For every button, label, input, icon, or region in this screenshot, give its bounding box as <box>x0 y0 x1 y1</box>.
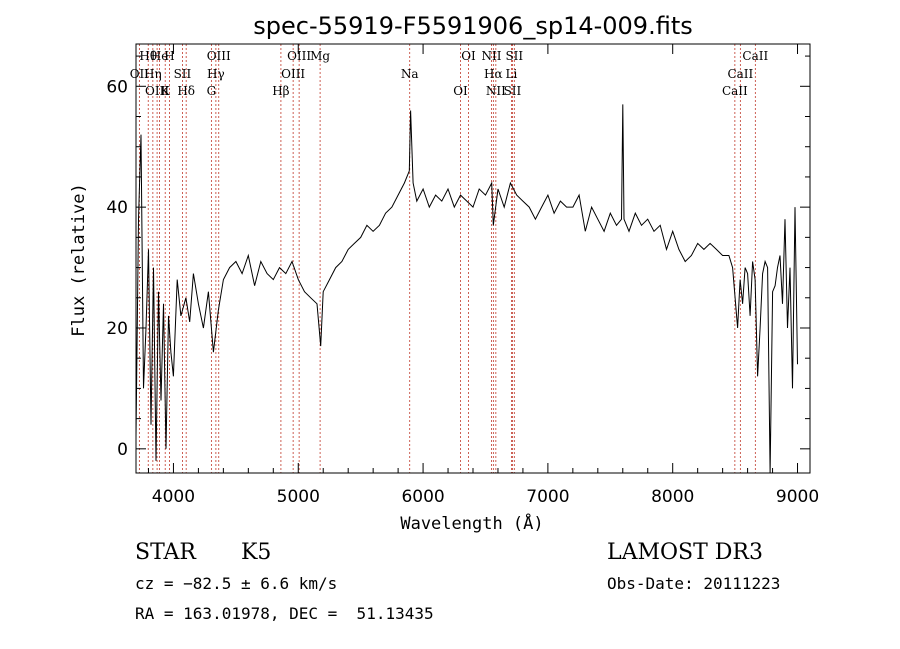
x-tick-label: 5000 <box>277 487 320 507</box>
reference-line-label: OII <box>130 67 150 81</box>
reference-line-label: OIII <box>287 49 311 63</box>
reference-line-label: Hγ <box>207 67 225 81</box>
x-axis-label: Wavelength (Å) <box>400 512 543 534</box>
reference-line-label: CaII <box>727 67 753 81</box>
reference-labels: HθOIIOIIIHeHηKHSIIHδOIIIHγGOIIIOIIIHβMgN… <box>130 49 769 98</box>
x-axis-ticks: 4000 5000 6000 7000 8000 9000 <box>147 44 819 507</box>
observation-date: Obs-Date: 20111223 <box>607 574 781 593</box>
redshift-velocity: cz = −82.5 ± 6.6 km/s <box>135 574 338 593</box>
reference-line-label: NII <box>481 49 501 63</box>
reference-line-label: K <box>161 84 171 98</box>
reference-line-label: Hβ <box>272 84 289 98</box>
reference-line-label: He <box>151 49 169 63</box>
x-tick-label: 6000 <box>401 487 444 507</box>
y-tick-label: 40 <box>106 198 128 218</box>
reference-line-label: NII <box>486 84 506 98</box>
reference-line-label: SII <box>174 67 192 81</box>
reference-line-label: CaII <box>722 84 748 98</box>
flux-series-line <box>135 104 798 474</box>
reference-line-label: CaII <box>742 49 768 63</box>
y-axis-ticks: 0 20 40 60 <box>106 55 810 460</box>
y-tick-label: 60 <box>106 77 128 97</box>
reference-lines <box>138 44 756 473</box>
survey-name: LAMOST DR3 <box>607 540 763 565</box>
reference-line-label: Hδ <box>177 84 195 98</box>
object-type: STAR <box>135 540 196 565</box>
reference-line-label: SII <box>504 84 522 98</box>
x-tick-label: 7000 <box>526 487 569 507</box>
reference-line-label: Mg <box>310 49 330 63</box>
plot-frame <box>135 43 811 474</box>
y-axis-label: Flux (relative) <box>69 183 89 337</box>
reference-line-label: Hα <box>484 67 503 81</box>
reference-line-label: OIII <box>145 84 169 98</box>
reference-line-label: OIII <box>281 67 305 81</box>
reference-line-label: OI <box>461 49 476 63</box>
reference-line-label: Hη <box>144 67 162 81</box>
reference-line-label: H <box>164 49 174 63</box>
x-tick-label: 4000 <box>152 487 195 507</box>
coordinates: RA = 163.01978, DEC = 51.13435 <box>135 604 434 623</box>
reference-line-label: OI <box>453 84 468 98</box>
object-subclass: K5 <box>241 540 272 565</box>
x-tick-label: 9000 <box>776 487 819 507</box>
chart-title: spec-55919-F5591906_sp14-009.fits <box>253 12 692 40</box>
reference-line-label: Na <box>401 67 419 81</box>
x-tick-label: 8000 <box>651 487 694 507</box>
y-tick-label: 20 <box>106 319 128 339</box>
y-tick-label: 0 <box>117 440 128 460</box>
reference-line-label: Li <box>506 67 518 81</box>
reference-line-label: Hθ <box>139 49 157 63</box>
reference-line-label: SII <box>505 49 523 63</box>
reference-line-label: G <box>207 84 217 98</box>
reference-line-label: OIII <box>207 49 231 63</box>
